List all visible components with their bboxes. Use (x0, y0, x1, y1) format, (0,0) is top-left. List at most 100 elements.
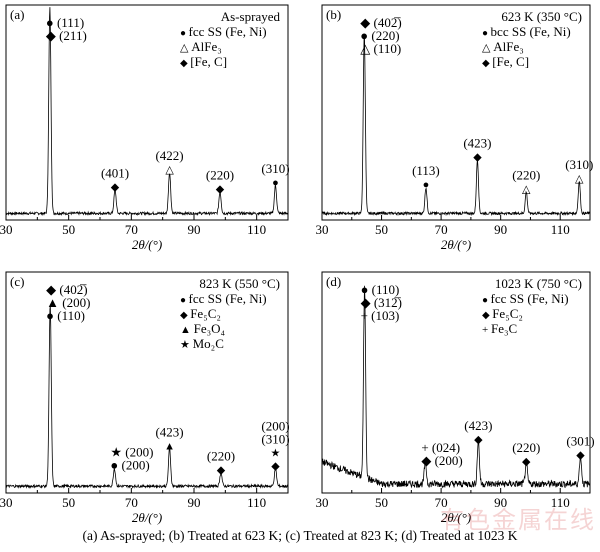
x-tick-label: 50 (375, 495, 388, 510)
condition-label: As-sprayed (221, 9, 281, 24)
peak-annotation: (220) (207, 449, 235, 464)
peak-annotation: ★ (200) (110, 444, 153, 459)
xrd-pattern-line (5, 305, 289, 489)
x-axis-label: 2θ/(°) (132, 510, 162, 525)
x-axis-label: 2θ/(°) (132, 237, 162, 252)
peak-annotation: + (103) (361, 308, 400, 323)
x-axis-label: 2θ/(°) (441, 510, 471, 525)
peak-annotation: (422) (155, 148, 183, 163)
peak-annotation: ◆ (271, 460, 280, 472)
peak-annotation: ● (272, 177, 279, 189)
peak-annotation: (301) (566, 433, 594, 448)
peak-annotation: △ (110) (360, 41, 401, 56)
x-tick-label: 50 (62, 495, 75, 510)
x-tick-label: 90 (494, 495, 507, 510)
x-tick-label: 110 (551, 222, 570, 237)
x-tick-label: 70 (435, 222, 448, 237)
panel-label: (d) (326, 274, 341, 289)
x-tick-label: 90 (494, 222, 507, 237)
xrd-panel-3: 30 50 70 90 110 2θ/(°) (c) 823 K (550 °C)● fcc … (0, 271, 290, 525)
peak-annotation: ▲ (164, 440, 175, 452)
peak-annotation: (423) (464, 418, 492, 433)
peak-annotation: ● (111) (46, 15, 84, 30)
peak-annotation: (423) (463, 135, 491, 150)
xrd-panel-1: 30 50 70 90 110 2θ/(°) (a) As-sprayed● fcc SS (… (0, 4, 290, 252)
x-tick-label: 30 (0, 222, 13, 237)
peak-annotation: △ (575, 173, 584, 185)
x-tick-label: 110 (247, 222, 266, 237)
xrd-pattern-line (321, 34, 591, 217)
peak-annotation: ◆ (216, 184, 225, 196)
xrd-panel-2: 30 50 70 90 110 2θ/(°) (b) 623 K (350 °C)● bcc … (316, 4, 593, 252)
peak-annotation: (401) (101, 165, 129, 180)
x-tick-label: 50 (62, 222, 75, 237)
x-axis-label: 2θ/(°) (441, 237, 471, 252)
peak-annotation: ◆ (402̅) (360, 15, 401, 30)
peak-annotation: (220) (512, 440, 540, 455)
x-tick-label: 110 (551, 495, 570, 510)
legend-entry: ◆ [Fe, C] (180, 54, 227, 69)
peak-annotation: ◆ (473, 151, 482, 163)
legend-entry: ● fcc SS (Fe, Ni) (482, 291, 569, 306)
peak-annotation: ◆ (111, 181, 120, 193)
peak-annotation: ● (220) (360, 28, 399, 43)
legend-entry: ● fcc SS (Fe, Ni) (180, 291, 267, 306)
xrd-pattern-line (5, 7, 289, 217)
figure-caption: (a) As-sprayed; (b) Treated at 623 K; (c… (82, 528, 518, 543)
peak-annotation: ● (423, 179, 430, 191)
peak-annotation: (423) (155, 424, 183, 439)
x-tick-label: 30 (316, 495, 329, 510)
peak-annotation: (310) (261, 161, 289, 176)
legend-entry: ◆ Fe₅C₂ (180, 306, 221, 321)
peak-annotation: + (024) (421, 440, 460, 455)
x-tick-label: 90 (188, 222, 201, 237)
peak-annotation: ◆ (312̅) (361, 295, 402, 310)
condition-label: 823 K (550 °C) (199, 276, 280, 291)
peak-annotation: ◆ (576, 449, 585, 461)
condition-label: 623 K (350 °C) (501, 9, 582, 24)
legend-entry: ▲ Fe₃O₄ (180, 321, 226, 336)
peak-annotation: △ (522, 184, 531, 196)
xrd-pattern-line (321, 285, 591, 489)
x-tick-label: 90 (188, 495, 201, 510)
peak-annotation: (113) (412, 163, 440, 178)
panel-label: (a) (10, 7, 24, 22)
peak-annotation: ◆ (217, 465, 226, 477)
legend-entry: ◆ [Fe, C] (482, 54, 529, 69)
peak-annotation: (310) (261, 431, 289, 446)
x-tick-label: 70 (435, 495, 448, 510)
peak-annotation: ● (110) (361, 282, 400, 297)
x-tick-label: 30 (0, 495, 13, 510)
panel-label: (b) (326, 7, 341, 22)
peak-annotation: ▲ (200) (46, 295, 90, 310)
condition-label: 1023 K (750 °C) (495, 276, 582, 291)
watermark: 有色金属在线 (440, 506, 596, 534)
peak-annotation: ◆ (522, 456, 531, 468)
x-tick-label: 70 (125, 222, 138, 237)
legend-entry: ● fcc SS (Fe, Ni) (180, 24, 267, 39)
legend-entry: ● bcc SS (Fe, Ni) (482, 24, 571, 39)
peak-annotation: ● (200) (110, 457, 149, 472)
peak-annotation: (220) (206, 168, 234, 183)
peak-annotation: (220) (512, 168, 540, 183)
legend-entry: △ AlFe₃ (180, 39, 222, 54)
peak-annotation: ◆ (200) (421, 453, 462, 468)
peak-annotation: ◆ (211) (46, 28, 87, 43)
plot-frame (5, 4, 289, 221)
panel-label: (c) (10, 274, 24, 289)
x-tick-label: 70 (125, 495, 138, 510)
plot-frame (321, 4, 591, 221)
x-tick-label: 50 (375, 222, 388, 237)
plot-frame (5, 271, 289, 494)
legend-entry: ◆ Fe₅C₂ (482, 306, 523, 321)
peak-annotation: ★ (271, 447, 281, 459)
legend-entry: + Fe₃C (482, 321, 517, 336)
peak-annotation: ◆ (402̅) (46, 282, 87, 297)
x-tick-label: 30 (316, 222, 329, 237)
peak-annotation: △ (165, 164, 174, 176)
legend-entry: △ AlFe₃ (482, 39, 524, 54)
peak-annotation: ● (110) (46, 308, 85, 323)
peak-annotation: ◆ (474, 434, 483, 446)
x-tick-label: 110 (247, 495, 266, 510)
